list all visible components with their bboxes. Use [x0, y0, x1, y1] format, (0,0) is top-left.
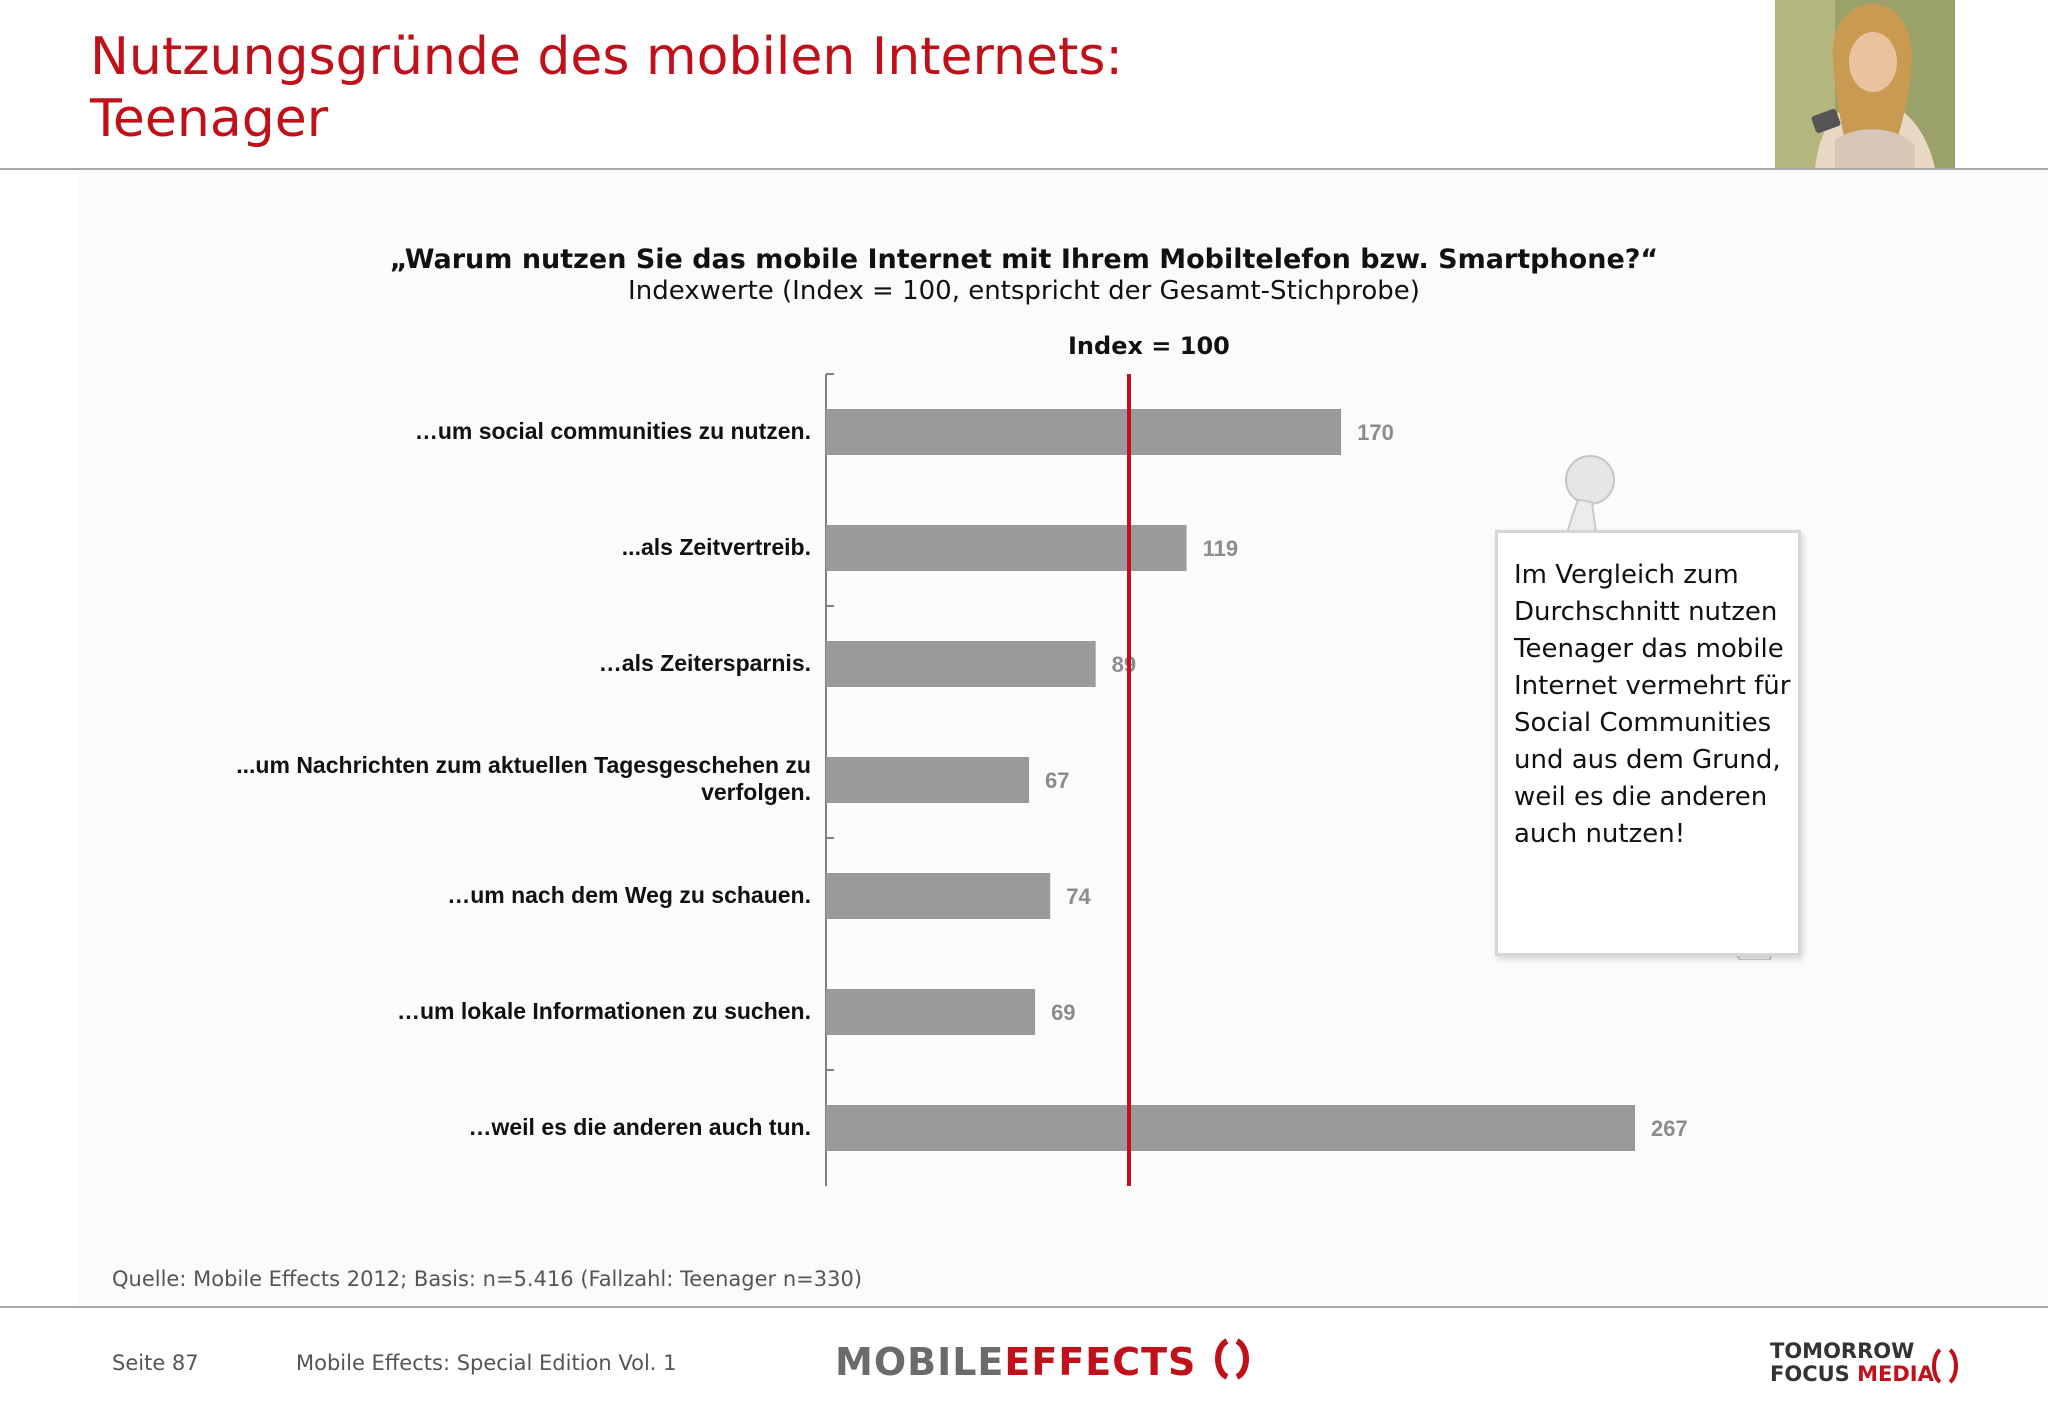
- tomorrow-focus-media-logo: TOMORROW FOCUS MEDIA: [1770, 1340, 1934, 1386]
- category-label-5: …um lokale Informationen zu suchen.: [396, 998, 811, 1024]
- logo-mobile-text: MOBILE: [835, 1340, 1005, 1384]
- category-label-1: ...als Zeitvertreib.: [621, 534, 811, 560]
- category-label-2: …als Zeitersparnis.: [598, 650, 811, 676]
- reference-line-label: Index = 100: [1068, 332, 1230, 360]
- logo-media-text: MEDIA: [1857, 1362, 1934, 1386]
- page-number: Seite 87: [112, 1351, 199, 1375]
- category-label-4: …um nach dem Weg zu schauen.: [447, 882, 811, 908]
- mobile-effects-bracket-icon: [1214, 1338, 1249, 1380]
- source-note: Quelle: Mobile Effects 2012; Basis: n=5.…: [112, 1267, 863, 1291]
- category-label-0: …um social communities zu nutzen.: [414, 418, 811, 444]
- chart-subtitle: Indexwerte (Index = 100, entspricht der …: [628, 276, 1420, 306]
- edition-label: Mobile Effects: Special Edition Vol. 1: [296, 1351, 677, 1375]
- page-title-line2: Teenager: [90, 89, 329, 149]
- page-title-line1: Nutzungsgründe des mobilen Internets:: [90, 27, 1123, 87]
- callout-box: [1495, 530, 1801, 956]
- teenager-photo-illustration: [1775, 0, 1955, 168]
- mobile-effects-logo: MOBILEEFFECTS: [835, 1337, 1255, 1384]
- page-title: Nutzungsgründe des mobilen Internets: Te…: [90, 26, 1123, 150]
- callout-text: Im Vergleich zum Durchschnitt nutzen Tee…: [1514, 560, 1791, 849]
- teenager-photo: [1775, 0, 1955, 168]
- category-label-3: ...um Nachrichten zum aktuellen Tagesges…: [236, 752, 811, 805]
- logo-tomorrow-text: TOMORROW: [1770, 1339, 1915, 1363]
- footer-divider: [0, 1306, 2048, 1308]
- logo-focus-text: FOCUS: [1770, 1362, 1850, 1386]
- logo-effects-text: EFFECTS: [1004, 1340, 1197, 1384]
- header-divider: [0, 168, 2048, 170]
- chart-title: „Warum nutzen Sie das mobile Internet mi…: [389, 244, 1659, 275]
- category-label-6: …weil es die anderen auch tun.: [468, 1114, 811, 1140]
- tomorrow-focus-bracket-icon: [1932, 1348, 1958, 1384]
